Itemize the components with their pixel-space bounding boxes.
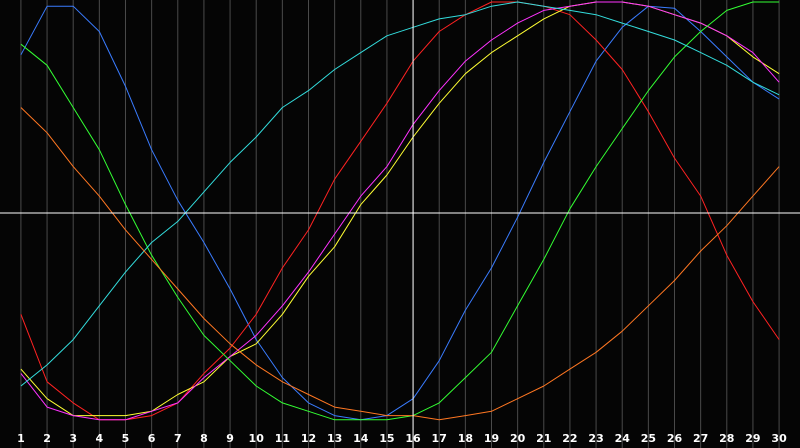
series-line-1 — [20, 5, 780, 421]
x-tick-label-7: 7 — [174, 432, 182, 445]
x-tick-label-12: 12 — [301, 432, 316, 445]
x-tick-label-4: 4 — [96, 432, 104, 445]
x-tick-label-9: 9 — [226, 432, 234, 445]
x-tick-label-15: 15 — [379, 432, 394, 445]
x-tick-label-1: 1 — [17, 432, 25, 445]
series-line-2 — [20, 1, 780, 421]
x-tick-label-14: 14 — [353, 432, 369, 445]
x-tick-label-24: 24 — [615, 432, 631, 445]
x-tick-label-5: 5 — [122, 432, 130, 445]
x-tick-label-25: 25 — [641, 432, 656, 445]
grid — [20, 0, 780, 448]
x-tick-label-29: 29 — [745, 432, 760, 445]
series-line-4 — [20, 1, 780, 421]
x-tick-label-30: 30 — [771, 432, 787, 445]
x-tick-label-20: 20 — [510, 432, 526, 445]
series-line-7 — [20, 107, 780, 421]
series-lines — [20, 1, 780, 421]
x-tick-label-21: 21 — [536, 432, 551, 445]
series-line-6 — [20, 1, 780, 387]
x-tick-label-11: 11 — [275, 432, 290, 445]
x-tick-label-10: 10 — [249, 432, 265, 445]
x-tick-label-26: 26 — [667, 432, 683, 445]
x-tick-label-23: 23 — [588, 432, 603, 445]
x-tick-label-27: 27 — [693, 432, 708, 445]
x-tick-label-2: 2 — [43, 432, 51, 445]
x-tick-label-3: 3 — [69, 432, 77, 445]
x-tick-label-13: 13 — [327, 432, 342, 445]
x-tick-label-6: 6 — [148, 432, 156, 445]
x-tick-label-16: 16 — [405, 432, 421, 445]
x-tick-label-19: 19 — [484, 432, 499, 445]
x-tick-label-28: 28 — [719, 432, 734, 445]
x-tick-label-17: 17 — [432, 432, 447, 445]
x-tick-label-22: 22 — [562, 432, 577, 445]
x-tick-labels: 1 2 3 4 5 6 7 8 9 10 11 12 13 14 15 16 17 18 19 20 21 22 23 24 2… — [17, 432, 787, 445]
x-tick-label-8: 8 — [200, 432, 208, 445]
x-tick-label-18: 18 — [458, 432, 473, 445]
